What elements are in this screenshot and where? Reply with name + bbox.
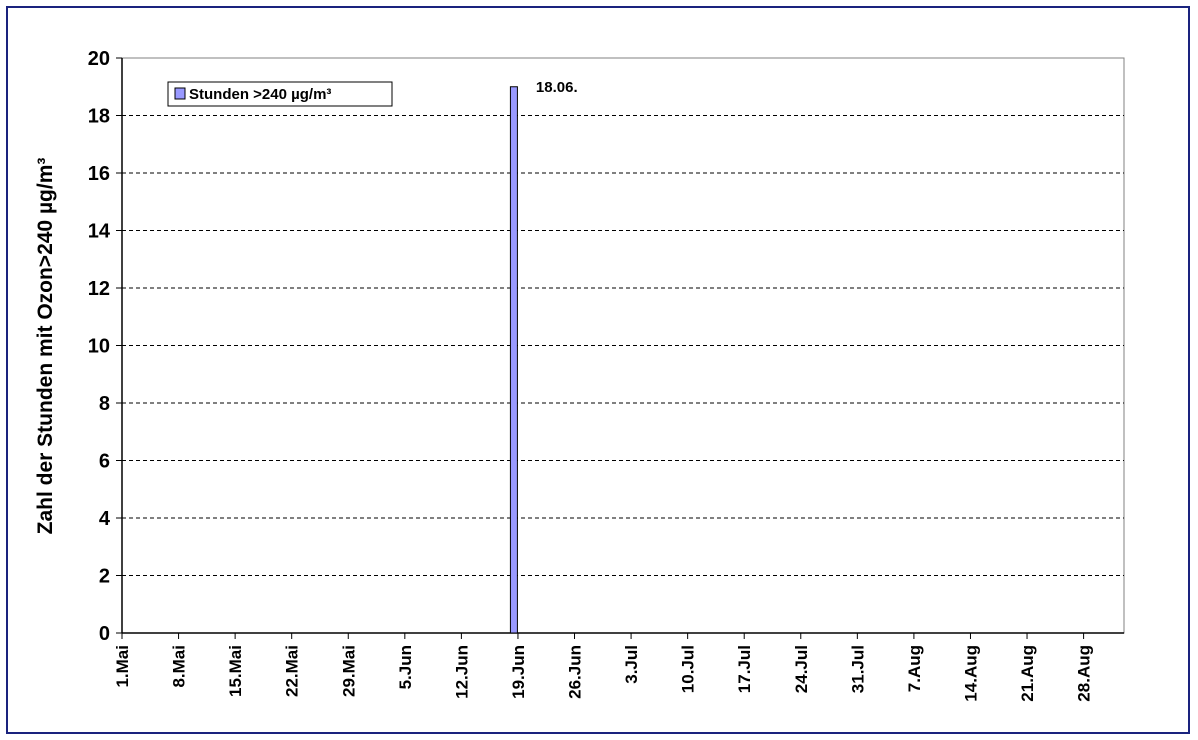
chart-frame: Zahl der Stunden mit Ozon>240 µg/m³ 0 2 4 6… <box>6 6 1190 734</box>
x-tick-label: 3.Jul <box>622 645 641 684</box>
x-tick-label: 21.Aug <box>1018 645 1037 702</box>
x-tick-label: 1.Mai <box>113 645 132 688</box>
x-tick-label: 29.Mai <box>339 645 358 697</box>
legend-box <box>167 81 393 107</box>
x-tick-label: 31.Jul <box>848 645 867 693</box>
y-tick-label: 10 <box>88 336 110 358</box>
y-tick-label: 2 <box>99 566 110 588</box>
x-tick-label: 5.Jun <box>396 645 415 689</box>
y-axis-title: Zahl der Stunden mit Ozon>240 µg/m³ <box>34 158 57 535</box>
x-tick-label: 8.Mai <box>170 645 189 688</box>
y-tick-label: 12 <box>88 278 110 300</box>
y-tick-label: 14 <box>88 221 111 243</box>
y-tick-label: 6 <box>99 451 110 473</box>
y-tick-label: 18 <box>88 106 110 128</box>
y-tick-label: 0 <box>99 623 110 645</box>
x-tick-label: 17.Jul <box>735 645 754 693</box>
legend-series-label: Stunden >240 µg/m³ <box>189 86 331 103</box>
x-tick-label: 12.Jun <box>452 645 471 699</box>
bar <box>509 86 518 634</box>
x-tick-label: 19.Jun <box>509 645 528 699</box>
x-tick-label: 28.Aug <box>1075 645 1094 702</box>
x-tick-label: 7.Aug <box>905 645 924 692</box>
chart-svg: Zahl der Stunden mit Ozon>240 µg/m³ 0 2 4 6… <box>34 48 1125 702</box>
x-tick-label: 15.Mai <box>226 645 245 697</box>
y-tick-label: 4 <box>99 508 111 530</box>
y-tick-label: 8 <box>99 393 110 415</box>
x-tick-label: 14.Aug <box>961 645 980 702</box>
legend: Stunden >240 µg/m³ <box>167 81 393 107</box>
x-tick-label: 22.Mai <box>283 645 302 697</box>
x-tick-label: 10.Jul <box>679 645 698 693</box>
x-tick-label: 26.Jun <box>566 645 585 699</box>
legend-swatch <box>174 87 186 100</box>
y-tick-label: 20 <box>88 48 110 70</box>
bar-annotation: 18.06. <box>536 79 578 96</box>
y-tick-label: 16 <box>88 163 110 185</box>
x-tick-label: 24.Jul <box>792 645 811 693</box>
